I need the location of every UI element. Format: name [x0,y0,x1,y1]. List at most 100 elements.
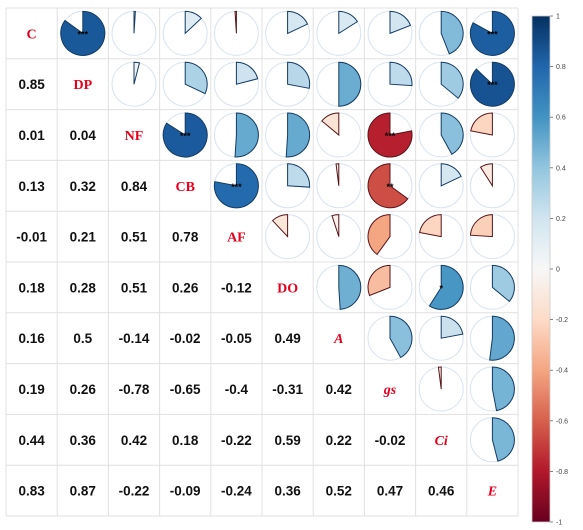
corr-value-E-AF: -0.24 [221,484,252,499]
pie-slice [440,61,464,99]
corr-value-E-gs: 0.47 [377,484,403,499]
pie-slice [367,214,391,256]
pie-slice [389,315,413,359]
corr-value-DO-DP: 0.28 [70,280,97,295]
corr-value-Ci-DP: 0.36 [70,433,97,448]
pie-slice [437,366,442,390]
significance-stars: *** [385,131,396,141]
pie-slice [234,112,259,158]
corr-value-CB-NF: 0.84 [121,179,148,194]
pie-DP-A [316,61,362,107]
pie-AF-E [469,214,515,260]
pie-slice [271,214,289,238]
pie-gs-E [469,366,515,412]
pie-slice [389,10,412,35]
pie-NF-DO [265,112,311,158]
pie-AF-gs [367,214,413,260]
pie-C-CB [162,10,208,56]
pie-slice [133,61,141,85]
colorbar-tick-label: 0.8 [556,64,566,71]
corr-value-E-C: 0.83 [18,484,45,499]
variable-label-DO: DO [277,281,298,296]
corr-value-gs-DO: -0.31 [272,382,303,397]
variable-labels: C DP NF CB AF DO Ags Ci E [27,27,498,499]
variable-label-CB: CB [175,180,194,195]
pie-CB-E [469,163,515,209]
pie-slice [470,112,493,136]
corr-value-Ci-C: 0.44 [18,433,45,448]
colorbar-tick-label: 0.6 [556,115,566,122]
pie-slice [479,163,493,188]
pie-C-E: *** [469,10,515,56]
corr-value-A-DO: 0.49 [274,331,300,346]
pie-Ci-E [469,417,515,463]
pie-DP-AF [213,61,259,107]
pie-DP-NF [111,61,157,107]
colorbar-tick-label: -0.2 [556,317,568,324]
pie-slice [491,417,515,462]
corr-value-A-DP: 0.5 [73,331,92,346]
colorbar-tick-label: 1 [556,14,560,21]
corr-value-E-Ci: 0.46 [428,484,455,499]
pie-slice [489,315,515,361]
corr-value-AF-C: -0.01 [16,230,47,245]
pie-slice [235,61,259,85]
pie-C-A [316,10,362,56]
corr-value-E-DP: 0.87 [70,484,96,499]
corr-value-E-CB: -0.09 [170,484,201,499]
pie-slice [440,315,464,339]
pie-A-Ci [418,315,464,361]
pie-slice [469,214,493,238]
pie-CB-AF: *** [213,163,259,209]
pie-A-gs [367,315,413,361]
pie-CB-DO [265,163,311,209]
pie-slice [440,10,464,55]
corr-value-NF-DP: 0.04 [70,128,97,143]
pie-slice [234,10,237,34]
significance-stars: *** [231,182,242,192]
pie-A-E [469,315,515,361]
colorbar-tick-label: -0.6 [556,418,568,425]
upper-triangle-pies: *** ********* ****** *** [60,10,515,463]
pie-CB-gs: ** [367,163,413,209]
pie-slice [419,214,442,238]
corr-value-E-DO: 0.36 [274,484,301,499]
colorbar-tick-label: 0 [556,267,560,274]
variable-label-DP: DP [73,78,92,93]
corr-value-A-NF: -0.14 [119,331,150,346]
variable-label-E: E [487,485,497,500]
corr-value-Ci-gs: -0.02 [375,433,406,448]
pie-AF-Ci [418,214,464,260]
pie-slice [389,61,413,87]
pie-DO-E [469,264,515,310]
colorbar-tick-label: -0.4 [556,368,568,375]
pie-DP-gs [367,61,413,107]
pie-DP-E: *** [469,61,515,107]
pie-slice [60,10,106,56]
pie-NF-E [469,112,515,158]
variable-label-NF: NF [125,129,144,144]
pie-slice [469,10,515,56]
pie-NF-A [316,112,362,158]
pie-C-DO [265,10,311,56]
pie-NF-Ci [418,112,464,158]
pie-slice [491,366,515,412]
lower-triangle-values: 0.85 0.01 0.04 0.13 0.32 0.84 -0.01 0.21 0.51 0.7… [16,77,455,498]
corr-value-DP-C: 0.85 [18,77,45,92]
pie-CB-A [316,163,362,209]
corr-value-AF-CB: 0.78 [172,230,199,245]
corr-value-Ci-AF: -0.22 [221,433,252,448]
pie-slice [331,214,340,237]
pie-gs-Ci [418,366,464,412]
pie-slice [162,112,208,158]
pie-AF-A [316,214,362,260]
corr-value-A-AF: -0.05 [221,331,252,346]
corr-value-gs-CB: -0.65 [170,382,201,397]
pie-slice [287,61,311,89]
pie-slice [184,61,208,95]
significance-stars: ** [386,182,394,192]
pie-NF-AF [213,112,259,158]
corr-value-gs-C: 0.19 [18,382,44,397]
pie-DP-DO [265,61,311,107]
pie-C-gs [367,10,413,56]
